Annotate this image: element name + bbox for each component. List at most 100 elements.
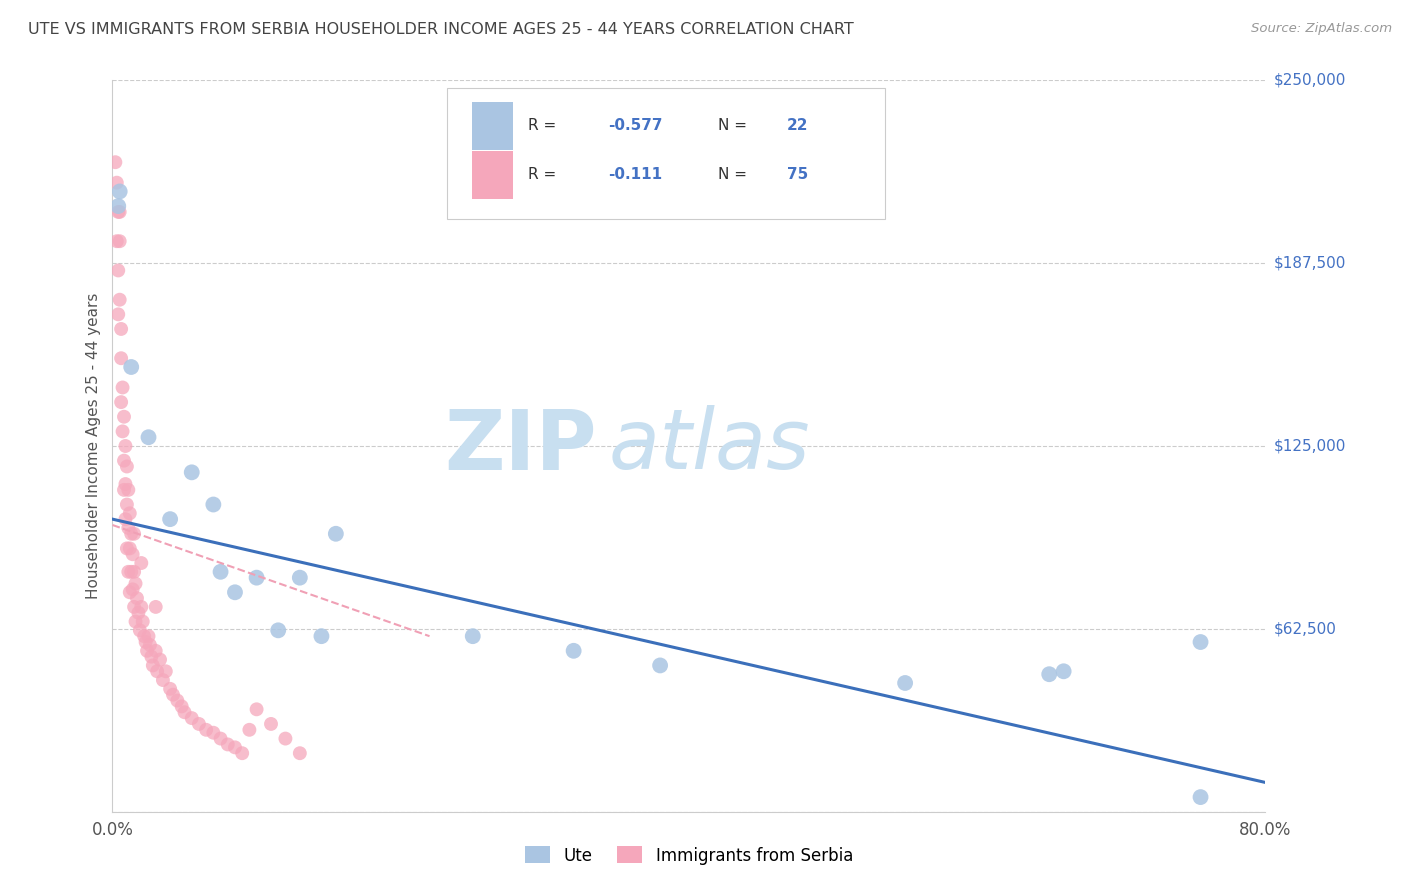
Point [1038, 667, 1060, 681]
Point [209, 565, 232, 579]
Point [114, 439, 136, 453]
Point [132, 615, 155, 629]
Point [288, 746, 311, 760]
Point [1052, 665, 1074, 679]
Point [120, 359, 142, 374]
Point [117, 521, 139, 535]
Point [111, 380, 134, 394]
Point [562, 644, 585, 658]
Point [152, 673, 174, 687]
Point [202, 498, 225, 512]
Point [122, 565, 145, 579]
Point [173, 705, 195, 719]
Point [166, 693, 188, 707]
Point [231, 746, 253, 760]
Point [180, 711, 202, 725]
Point [115, 498, 138, 512]
Text: 75: 75 [787, 167, 808, 182]
Text: R =: R = [527, 167, 565, 182]
Point [110, 322, 132, 336]
Point [159, 512, 181, 526]
Point [260, 717, 283, 731]
Legend: Ute, Immigrants from Serbia: Ute, Immigrants from Serbia [516, 838, 862, 873]
Text: UTE VS IMMIGRANTS FROM SERBIA HOUSEHOLDER INCOME AGES 25 - 44 YEARS CORRELATION : UTE VS IMMIGRANTS FROM SERBIA HOUSEHOLDE… [28, 22, 853, 37]
Text: $187,500: $187,500 [1274, 256, 1346, 270]
Point [105, 234, 128, 248]
Point [288, 571, 311, 585]
Point [117, 565, 139, 579]
Point [120, 565, 142, 579]
Point [117, 483, 139, 497]
Point [122, 599, 145, 614]
Text: -0.111: -0.111 [609, 167, 662, 182]
Point [139, 638, 162, 652]
Point [894, 676, 917, 690]
Point [120, 526, 142, 541]
Point [274, 731, 297, 746]
Point [134, 629, 156, 643]
Point [118, 541, 141, 556]
Point [136, 644, 159, 658]
Text: R =: R = [527, 118, 561, 133]
Point [138, 629, 160, 643]
Point [159, 681, 181, 696]
Text: Source: ZipAtlas.com: Source: ZipAtlas.com [1251, 22, 1392, 36]
Point [115, 541, 138, 556]
Point [170, 699, 193, 714]
Point [115, 459, 138, 474]
Point [138, 430, 160, 444]
Point [125, 591, 148, 606]
Y-axis label: Householder Income Ages 25 - 44 years: Householder Income Ages 25 - 44 years [86, 293, 101, 599]
Point [149, 652, 172, 666]
Point [648, 658, 672, 673]
Point [121, 582, 143, 597]
Point [461, 629, 484, 643]
Point [114, 477, 136, 491]
Point [107, 307, 129, 321]
Point [145, 644, 167, 658]
Point [1189, 635, 1212, 649]
Text: N =: N = [717, 167, 752, 182]
Point [110, 351, 132, 366]
Point [311, 629, 333, 643]
Point [114, 512, 136, 526]
Point [112, 453, 135, 467]
Point [104, 155, 127, 169]
FancyBboxPatch shape [472, 103, 513, 150]
Text: -0.577: -0.577 [609, 118, 662, 133]
Point [112, 409, 135, 424]
Point [108, 234, 131, 248]
Text: $250,000: $250,000 [1274, 73, 1346, 87]
Point [112, 483, 135, 497]
Point [118, 585, 141, 599]
Text: $62,500: $62,500 [1274, 622, 1337, 636]
Point [224, 740, 246, 755]
Point [267, 624, 290, 638]
Point [129, 599, 153, 614]
Point [142, 658, 165, 673]
Point [195, 723, 218, 737]
Point [162, 688, 184, 702]
Point [107, 205, 129, 219]
Point [108, 205, 131, 219]
Point [245, 702, 267, 716]
Point [145, 599, 167, 614]
Point [105, 176, 128, 190]
Point [155, 665, 177, 679]
Point [217, 738, 239, 752]
Point [110, 395, 132, 409]
Point [108, 293, 131, 307]
Point [129, 556, 153, 570]
Text: N =: N = [717, 118, 752, 133]
Point [141, 649, 163, 664]
Point [245, 571, 267, 585]
Point [118, 506, 141, 520]
FancyBboxPatch shape [447, 87, 884, 219]
Point [180, 466, 202, 480]
Point [325, 526, 347, 541]
Point [108, 185, 131, 199]
Point [107, 199, 129, 213]
Point [238, 723, 260, 737]
Text: atlas: atlas [609, 406, 810, 486]
Point [127, 606, 149, 620]
